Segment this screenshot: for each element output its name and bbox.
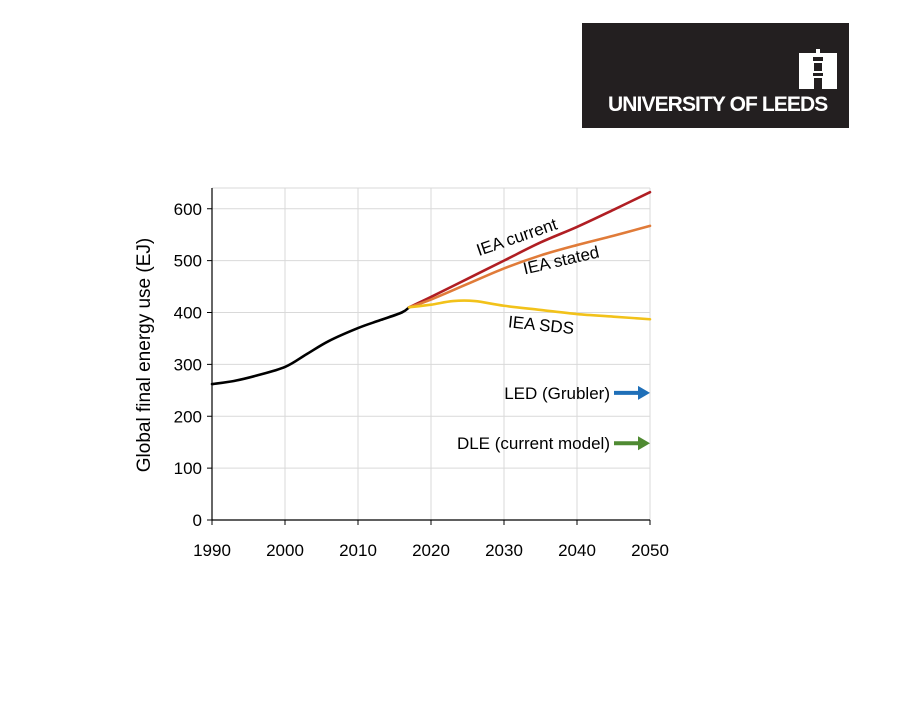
y-tick-label: 100 — [174, 459, 202, 478]
y-axis-label: Global final energy use (EJ) — [134, 238, 155, 472]
series-label: IEA stated — [521, 242, 601, 278]
annotation-label: LED (Grubler) — [504, 384, 610, 403]
series — [210, 190, 652, 386]
x-tick-label: 2040 — [558, 541, 596, 560]
series-iea-current — [407, 190, 652, 309]
series-iea-sds — [407, 299, 652, 321]
y-tick-label: 500 — [174, 252, 202, 271]
y-tick-label: 200 — [174, 407, 202, 426]
arrow-right-icon — [638, 436, 650, 451]
parkinson-tower-icon — [799, 49, 837, 89]
university-logo-text: UNIVERSITY OF LEEDS — [608, 93, 828, 116]
x-tick-label: 2000 — [266, 541, 304, 560]
series-iea-stated — [407, 224, 652, 309]
x-tick-label: 2020 — [412, 541, 450, 560]
university-logo: UNIVERSITY OF LEEDS — [582, 23, 849, 128]
y-tick-label: 300 — [174, 355, 202, 374]
y-tick-label: 0 — [193, 511, 202, 530]
x-tick-label: 2050 — [631, 541, 669, 560]
y-tick-label: 400 — [174, 304, 202, 323]
grid — [212, 187, 651, 520]
arrow-right-icon — [638, 385, 650, 400]
series-historical — [210, 306, 411, 386]
x-tick-label: 1990 — [193, 541, 231, 560]
x-tick-label: 2030 — [485, 541, 523, 560]
series-label: IEA SDS — [507, 312, 575, 338]
annotation-label: DLE (current model) — [457, 434, 610, 453]
x-tick-label: 2010 — [339, 541, 377, 560]
y-tick-label: 600 — [174, 200, 202, 219]
axes: 0 100 200 300 400 500 600 1990 2000 2010 2020 2030 2… — [174, 188, 669, 560]
